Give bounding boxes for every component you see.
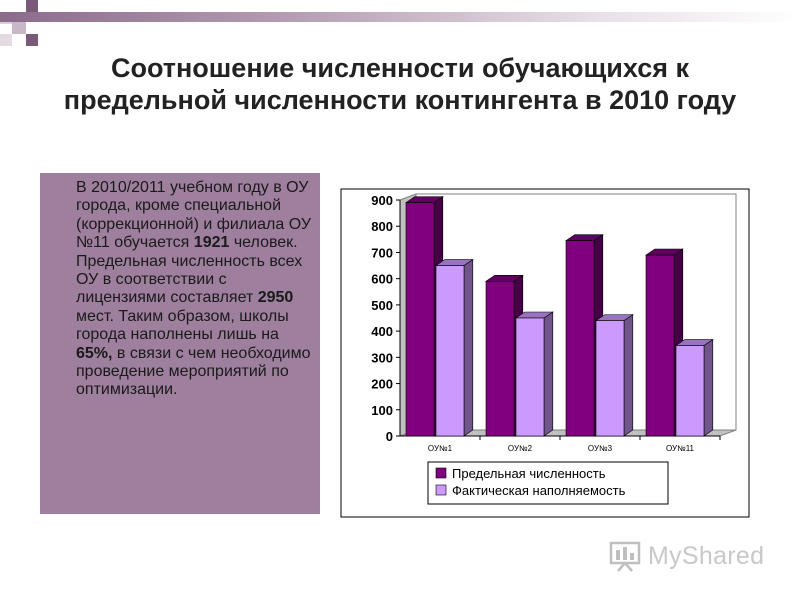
bar-chart-svg: 0 100 200 300 400 500 600 700 800 900 ОУ№1 ОУ№2 ОУ№3… [340, 188, 750, 518]
y-tick-label: 500 [371, 298, 393, 313]
page-title: Соотношение численности обучающихся к пр… [63, 53, 737, 115]
description-value-percent: 65%, [76, 344, 113, 362]
bar-side [543, 311, 554, 437]
bar-limit [485, 280, 515, 437]
bar-limit [645, 254, 675, 437]
y-tick-label: 600 [371, 272, 393, 287]
description-text-2: человек. Предельная численность всех ОУ … [76, 234, 303, 307]
description-text-4: в связи с чем необходимо проведение меро… [76, 344, 311, 399]
legend-label: Предельная численность [452, 466, 606, 481]
presentation-board-icon [609, 541, 641, 572]
x-tick-label: ОУ№11 [666, 444, 695, 453]
bar-side [623, 314, 634, 437]
header-gradient-bar [0, 12, 800, 22]
y-tick-label: 200 [371, 377, 393, 392]
x-tick-label: ОУ№2 [508, 444, 533, 453]
legend-swatch [435, 467, 447, 479]
legend-swatch [435, 484, 447, 496]
x-tick-label: ОУ№3 [588, 444, 613, 453]
y-tick-label: 300 [371, 350, 393, 365]
bar-limit [565, 240, 595, 437]
myshared-logo: MyShared [608, 536, 778, 576]
bar-limit [405, 202, 435, 437]
bar-side [703, 338, 714, 437]
bar-actual [595, 320, 625, 437]
bar-chart: 0 100 200 300 400 500 600 700 800 900 ОУ№1 ОУ№2 ОУ№3… [340, 188, 750, 518]
y-tick-label: 100 [371, 403, 393, 418]
logo-text: MyShared [648, 541, 765, 570]
legend-label: Фактическая наполняемость [452, 483, 626, 498]
y-tick-label: 800 [371, 219, 393, 234]
description-value-places: 2950 [257, 289, 294, 307]
y-tick-label: 700 [371, 245, 393, 260]
bar-actual [435, 265, 465, 437]
y-tick-label: 400 [371, 324, 393, 339]
y-tick-label: 0 [386, 429, 393, 444]
description-text-1: В 2010/2011 учебном году в ОУ города, кр… [76, 179, 311, 252]
bar-side [463, 258, 474, 437]
bar-actual [515, 317, 545, 437]
y-tick-label: 900 [371, 193, 393, 208]
x-tick-label: ОУ№1 [428, 444, 453, 453]
description-panel: В 2010/2011 учебном году в ОУ города, кр… [40, 173, 320, 514]
description-text-3: мест. Таким образом, школы города наполн… [76, 307, 289, 344]
description-value-students: 1921 [193, 234, 230, 252]
bar-actual [675, 345, 705, 437]
chart-legend [427, 461, 669, 505]
